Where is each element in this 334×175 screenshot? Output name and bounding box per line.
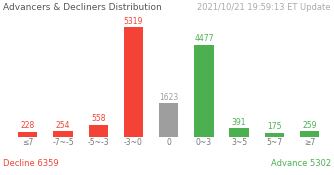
Text: 391: 391 xyxy=(232,118,246,127)
Text: 175: 175 xyxy=(267,122,282,131)
Text: 1623: 1623 xyxy=(159,93,178,101)
Text: Decline 6359: Decline 6359 xyxy=(3,159,59,168)
Text: 254: 254 xyxy=(56,121,70,130)
Bar xyxy=(53,131,73,136)
Text: Advancers & Decliners Distribution: Advancers & Decliners Distribution xyxy=(3,3,162,12)
Bar xyxy=(194,45,213,136)
Bar xyxy=(124,27,143,136)
Text: 2021/10/21 19:59:13 ET Update: 2021/10/21 19:59:13 ET Update xyxy=(197,3,331,12)
Text: Advance 5302: Advance 5302 xyxy=(271,159,331,168)
Text: 259: 259 xyxy=(302,121,317,130)
Bar xyxy=(18,132,37,136)
Bar xyxy=(300,131,319,136)
Text: 5319: 5319 xyxy=(124,17,143,26)
Bar xyxy=(159,103,178,136)
Bar xyxy=(229,128,249,136)
Text: 4477: 4477 xyxy=(194,34,214,43)
Bar xyxy=(89,125,108,136)
Bar xyxy=(265,133,284,136)
Text: 558: 558 xyxy=(91,114,106,123)
Text: 228: 228 xyxy=(21,121,35,130)
